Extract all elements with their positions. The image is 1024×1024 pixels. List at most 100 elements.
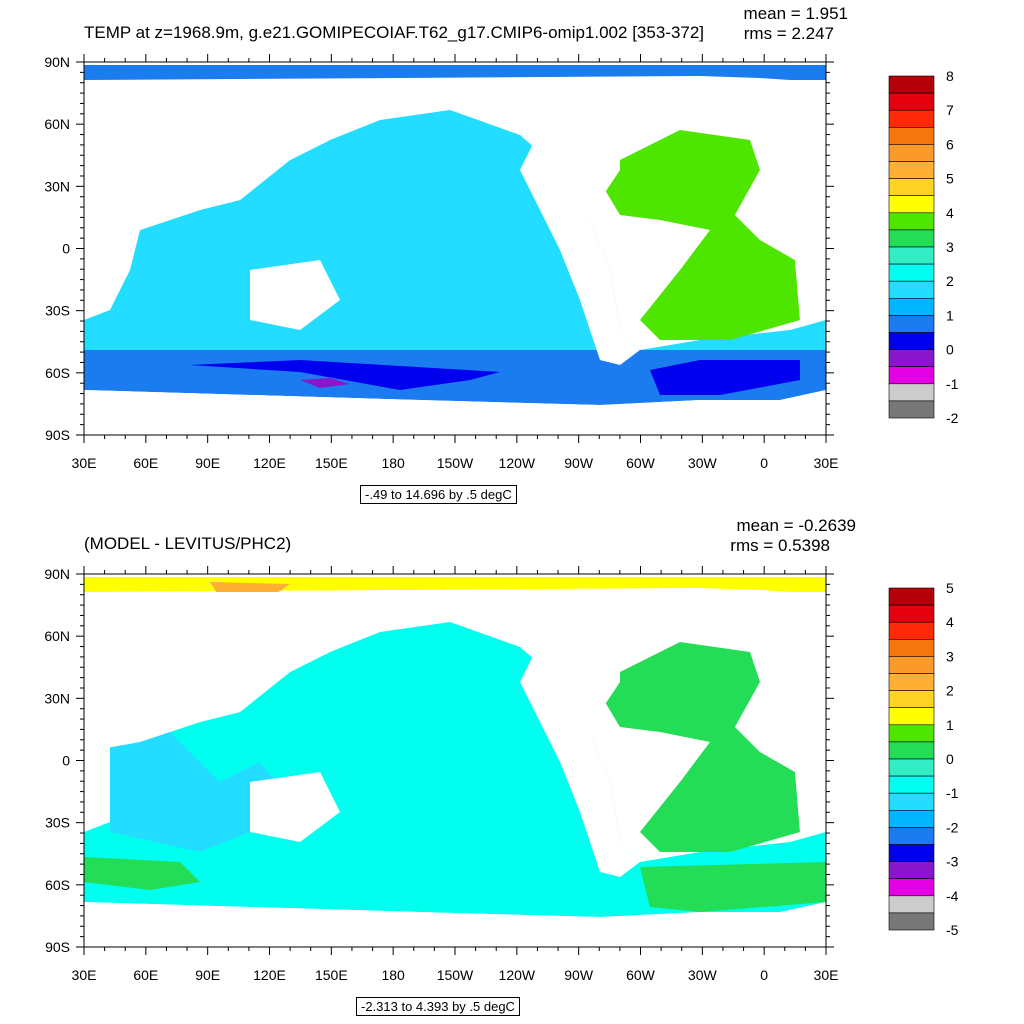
colorbar-swatch — [888, 212, 935, 231]
colorbar-swatch — [888, 844, 935, 862]
y-tick-label: 60N — [44, 628, 70, 644]
colorbar-swatch — [888, 673, 935, 691]
colorbar-swatch — [888, 690, 935, 709]
x-tick-label: 150E — [315, 967, 348, 983]
y-tick-label: 90S — [45, 939, 70, 955]
weddell-deep — [650, 360, 800, 395]
southern-band — [84, 862, 826, 917]
colorbar-swatch — [888, 161, 935, 179]
x-tick-label: 30E — [814, 967, 839, 983]
colorbar-swatch — [888, 144, 935, 162]
colorbar-label: 1 — [946, 717, 954, 733]
atlantic-region — [605, 642, 800, 852]
colorbar-swatch — [888, 349, 935, 368]
range-label: -2.313 to 4.393 by .5 degC — [356, 997, 520, 1016]
x-tick-label: 180 — [381, 967, 405, 983]
colorbar-swatch — [888, 109, 935, 128]
colorbar-swatch — [888, 75, 935, 94]
colorbar-swatch — [888, 127, 935, 145]
landmass-africa — [735, 170, 826, 320]
x-tick-label: 150E — [315, 455, 348, 471]
arctic-band — [84, 65, 826, 80]
land-mask — [84, 592, 826, 947]
colorbar-swatch — [888, 400, 935, 419]
colorbar-label: 4 — [946, 614, 954, 630]
colorbar-label: -1 — [946, 785, 959, 801]
colorbar-label: -3 — [946, 854, 959, 870]
x-tick-label: 90E — [195, 967, 220, 983]
colorbar-label: 2 — [946, 273, 954, 289]
stat-rms: rms = 0.5398 — [730, 536, 830, 555]
colorbar-label: 5 — [946, 171, 954, 187]
stat-rms: rms = 2.247 — [743, 24, 834, 43]
colorbar-swatch — [888, 861, 935, 880]
x-tick-label: 60W — [626, 967, 656, 983]
stat-mean: mean = -0.2639 — [736, 516, 856, 535]
stat-mean: mean = 1.951 — [743, 4, 848, 23]
range-label: -.49 to 14.696 by .5 degC — [360, 485, 517, 504]
atlantic-region — [605, 130, 800, 340]
colorbar-swatch — [888, 792, 935, 811]
x-tick-label: 30E — [72, 967, 97, 983]
colorbar-label: 4 — [946, 205, 954, 221]
colorbar-swatch — [888, 878, 935, 897]
colorbar-swatch — [888, 587, 935, 606]
x-tick-label: 150W — [437, 455, 474, 471]
colorbar-label: 7 — [946, 102, 954, 118]
colorbar-swatch — [888, 229, 935, 248]
colorbar-label: 3 — [946, 648, 954, 664]
colorbar-swatch — [888, 809, 935, 828]
x-tick-label: 60E — [133, 455, 158, 471]
x-tick-label: 120E — [253, 967, 286, 983]
landmass-antarctica — [84, 390, 826, 435]
x-tick-label: 90W — [564, 967, 594, 983]
y-tick-label: 90S — [45, 427, 70, 443]
southern-green-west — [84, 857, 200, 890]
colorbar-label: -4 — [946, 888, 959, 904]
southern-green-east — [640, 862, 826, 912]
colorbar-label: 8 — [946, 68, 954, 84]
land-mask — [84, 80, 826, 435]
y-tick-label: 90N — [44, 566, 70, 582]
colorbar-label: -2 — [946, 410, 959, 426]
y-tick-label: 0 — [62, 241, 70, 257]
colorbar-label: -2 — [946, 819, 959, 835]
x-tick-label: 0 — [760, 967, 768, 983]
colorbar-swatch — [888, 621, 935, 640]
colorbar-swatch — [888, 280, 935, 299]
colorbar-label: 3 — [946, 239, 954, 255]
panel-top: TEMP at z=1968.9m, g.e21.GOMIPECOIAF.T62… — [44, 4, 959, 504]
y-tick-label: 90N — [44, 54, 70, 70]
x-tick-label: 90E — [195, 455, 220, 471]
colorbar-swatch — [888, 895, 935, 914]
colorbar-swatch — [888, 332, 935, 350]
x-tick-label: 120W — [499, 967, 536, 983]
antarctic-deep — [190, 360, 500, 390]
landmass-australia — [250, 772, 340, 842]
x-tick-label: 30E — [72, 455, 97, 471]
colorbar-swatch — [888, 827, 935, 845]
x-tick-label: 30E — [814, 455, 839, 471]
x-tick-label: 30W — [688, 967, 718, 983]
x-tick-label: 60E — [133, 967, 158, 983]
colorbar-swatch — [888, 195, 935, 214]
y-tick-label: 60S — [45, 877, 70, 893]
colorbar-label: 0 — [946, 751, 954, 767]
landmass-africa — [735, 682, 826, 832]
colorbar-swatch — [888, 178, 935, 197]
ross-violet — [300, 378, 350, 388]
colorbar-label: -5 — [946, 922, 959, 938]
colorbar-swatch — [888, 707, 935, 726]
landmass-americas — [520, 90, 640, 365]
colorbar-swatch — [888, 741, 935, 760]
panel-bottom: (MODEL - LEVITUS/PHC2) mean = -0.2639 rm… — [0, 512, 1024, 1024]
y-tick-label: 60S — [45, 365, 70, 381]
plot-title: TEMP at z=1968.9m, g.e21.GOMIPECOIAF.T62… — [84, 23, 705, 42]
colorbar-label: 2 — [946, 683, 954, 699]
landmass-antarctica — [84, 902, 826, 947]
colorbar-swatch — [888, 383, 935, 402]
colorbar-swatch — [888, 912, 935, 931]
y-tick-label: 30N — [44, 178, 70, 194]
